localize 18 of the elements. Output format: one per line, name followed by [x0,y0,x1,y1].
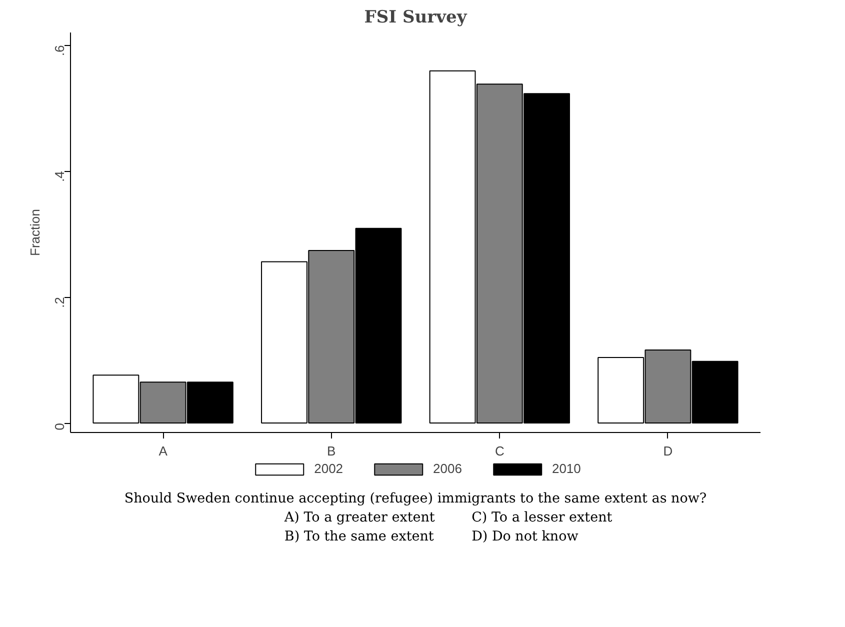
x-tick-label: D [663,444,673,458]
text: Should Sweden continue accepting (refugee) immigrants to the same extent as now? [124,490,707,506]
legend-label: 2002 [314,461,344,476]
text: C) To a lesser extent [472,510,613,526]
text: B) To the same extent [284,528,434,544]
x-tick-label: B [327,444,336,458]
y-tick-label: 0 [52,423,67,430]
x-tick-label: A [158,444,168,458]
x-tick-label: C [494,444,504,458]
y-axis-title: Fraction [28,209,42,256]
text: D) Do not know [472,528,579,544]
chart-title: FSI Survey [364,8,468,28]
y-tick-label: .2 [52,297,67,308]
legend-label: 2006 [433,461,462,476]
y-tick-label: .4 [52,171,67,182]
legend-label: 2010 [552,461,581,476]
y-tick-label: .6 [52,45,67,56]
text: A) To a greater extent [283,510,436,526]
